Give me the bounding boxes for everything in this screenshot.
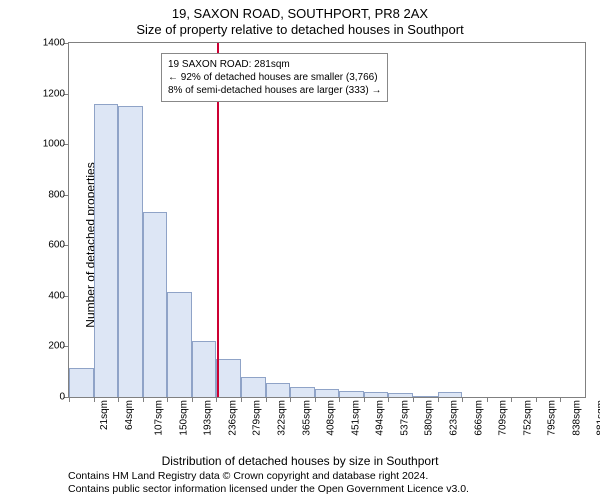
footer-line2: Contains public sector information licen…: [68, 483, 469, 496]
y-tick-label: 600: [48, 240, 65, 251]
histogram-bar: [438, 392, 463, 397]
x-tick-label: 150sqm: [178, 400, 189, 436]
x-tick-mark: [118, 397, 119, 402]
annotation-line2: ← 92% of detached houses are smaller (3,…: [168, 71, 381, 84]
histogram-bar: [192, 341, 217, 397]
histogram-bar: [241, 377, 266, 397]
x-tick-label: 580sqm: [424, 400, 435, 436]
x-tick-mark: [192, 397, 193, 402]
histogram-bar: [413, 396, 438, 397]
histogram-bar: [388, 393, 413, 397]
y-tick-label: 1400: [43, 38, 65, 49]
x-tick-mark: [315, 397, 316, 402]
footer-line1: Contains HM Land Registry data © Crown c…: [68, 470, 469, 483]
histogram-bar: [94, 104, 119, 397]
x-tick-mark: [290, 397, 291, 402]
page-subtitle: Size of property relative to detached ho…: [0, 22, 600, 37]
histogram-plot: 0200400600800100012001400 21sqm64sqm107s…: [68, 42, 586, 398]
x-tick-mark: [487, 397, 488, 402]
x-tick-mark: [167, 397, 168, 402]
y-tick-label: 1200: [43, 88, 65, 99]
x-tick-mark: [216, 397, 217, 402]
x-tick-label: 21sqm: [99, 400, 110, 430]
x-tick-label: 623sqm: [449, 400, 460, 436]
y-tick-label: 800: [48, 189, 65, 200]
histogram-bar: [216, 359, 241, 397]
histogram-bar: [339, 391, 364, 397]
x-tick-label: 193sqm: [203, 400, 214, 436]
x-tick-mark: [413, 397, 414, 402]
x-tick-label: 666sqm: [473, 400, 484, 436]
footer-attribution: Contains HM Land Registry data © Crown c…: [68, 470, 469, 496]
x-tick-label: 322sqm: [277, 400, 288, 436]
x-tick-label: 881sqm: [596, 400, 600, 436]
x-tick-mark: [143, 397, 144, 402]
x-tick-label: 64sqm: [124, 400, 135, 430]
y-tick-label: 0: [59, 392, 65, 403]
x-tick-mark: [241, 397, 242, 402]
histogram-bar: [364, 392, 389, 397]
histogram-bar: [143, 212, 168, 397]
page-address: 19, SAXON ROAD, SOUTHPORT, PR8 2AX: [0, 6, 600, 21]
x-tick-label: 795sqm: [547, 400, 558, 436]
histogram-bar: [266, 383, 291, 397]
histogram-bar: [118, 106, 143, 397]
histogram-bar: [69, 368, 94, 397]
x-tick-label: 451sqm: [350, 400, 361, 436]
x-tick-label: 236sqm: [227, 400, 238, 436]
x-tick-label: 838sqm: [571, 400, 582, 436]
annotation-box: 19 SAXON ROAD: 281sqm ← 92% of detached …: [161, 53, 388, 102]
annotation-line1: 19 SAXON ROAD: 281sqm: [168, 58, 381, 71]
y-tick-label: 400: [48, 290, 65, 301]
x-tick-mark: [69, 397, 70, 402]
x-tick-mark: [511, 397, 512, 402]
annotation-line3: 8% of semi-detached houses are larger (3…: [168, 84, 381, 97]
x-tick-mark: [560, 397, 561, 402]
x-tick-mark: [536, 397, 537, 402]
histogram-bar: [315, 389, 340, 397]
x-tick-mark: [339, 397, 340, 402]
x-tick-mark: [94, 397, 95, 402]
x-tick-mark: [462, 397, 463, 402]
x-tick-mark: [364, 397, 365, 402]
x-tick-label: 494sqm: [375, 400, 386, 436]
x-tick-label: 537sqm: [399, 400, 410, 436]
y-tick-label: 200: [48, 341, 65, 352]
x-tick-mark: [388, 397, 389, 402]
histogram-bar: [290, 387, 315, 397]
x-tick-label: 279sqm: [252, 400, 263, 436]
x-tick-label: 752sqm: [522, 400, 533, 436]
x-tick-label: 107sqm: [154, 400, 165, 436]
x-tick-label: 408sqm: [326, 400, 337, 436]
x-axis-label: Distribution of detached houses by size …: [0, 454, 600, 468]
x-tick-label: 709sqm: [498, 400, 509, 436]
x-tick-mark: [438, 397, 439, 402]
histogram-bar: [167, 292, 192, 397]
y-tick-label: 1000: [43, 139, 65, 150]
x-tick-label: 365sqm: [301, 400, 312, 436]
x-tick-mark: [266, 397, 267, 402]
